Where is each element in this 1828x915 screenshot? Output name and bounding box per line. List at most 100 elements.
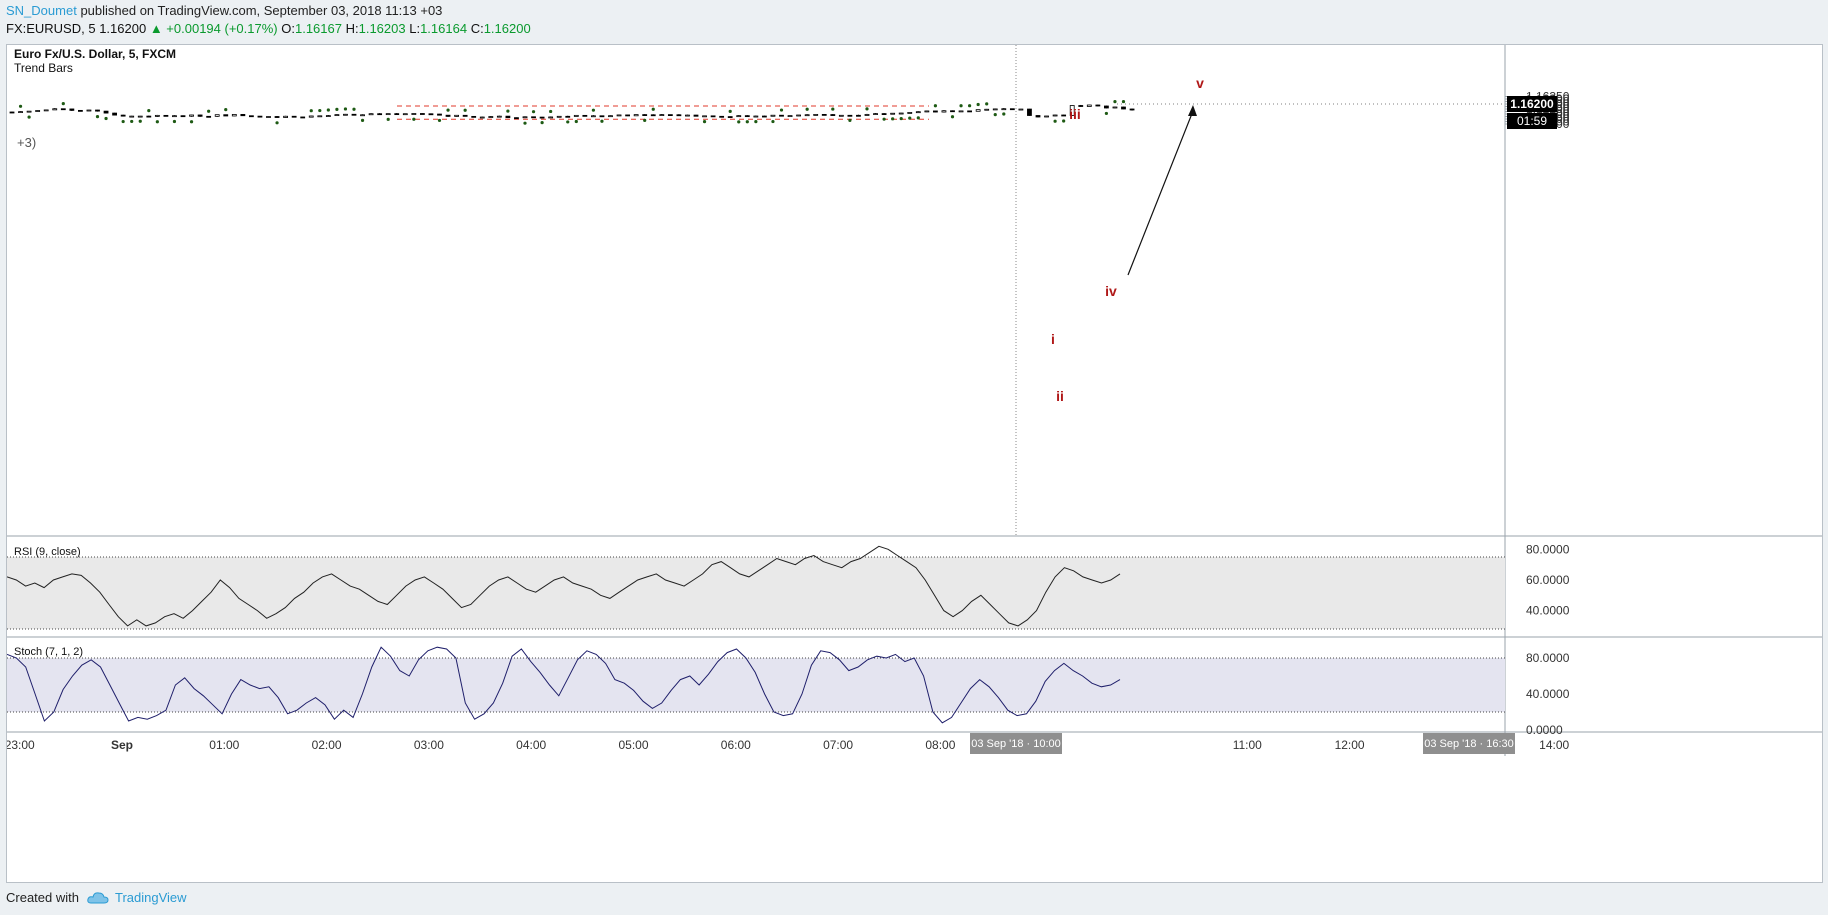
candle-body: [78, 109, 83, 112]
candle-body: [565, 115, 571, 118]
trend-dot: [121, 119, 125, 124]
candle-body: [676, 114, 682, 117]
candle-body: [915, 111, 921, 114]
candle-body: [496, 115, 502, 118]
trend-dot: [360, 118, 365, 122]
candle-body: [830, 114, 836, 116]
trend-dot: [959, 104, 963, 108]
low-value: 1.16164: [420, 21, 468, 36]
trend-dot: [138, 119, 142, 123]
candle-body: [727, 116, 733, 118]
candle-body: [505, 115, 511, 119]
candle-body: [898, 112, 904, 115]
last-price-label: 1.16200: [1510, 97, 1554, 111]
candle-body: [1052, 114, 1058, 117]
trend-dot: [207, 109, 211, 113]
candle-body: [514, 117, 519, 120]
candle-body: [1112, 106, 1118, 109]
trend-dot: [309, 109, 313, 113]
wave-label-i: i: [1051, 331, 1055, 347]
candle-body: [1044, 115, 1049, 118]
trend-dot: [591, 108, 596, 112]
trend-dot: [643, 118, 647, 122]
trend-dot: [993, 113, 997, 117]
trend-dot: [566, 120, 570, 124]
candle-body: [402, 113, 408, 116]
low-label: L:: [409, 21, 421, 36]
trend-dot: [318, 108, 322, 113]
chart-canvas[interactable]: 1.163501.163001.162501.162001.161501.161…: [7, 45, 1822, 882]
trend-dot: [574, 119, 578, 124]
trend-dot: [950, 115, 955, 119]
candle-body: [428, 113, 434, 116]
candle-body: [864, 114, 870, 116]
candle-body: [659, 114, 665, 116]
candle-body: [214, 114, 220, 117]
candle-body: [283, 115, 289, 118]
time-tick-label: 14:00: [1539, 738, 1569, 752]
candle-body: [847, 114, 853, 117]
candle-body: [1095, 104, 1101, 107]
rsi-title: RSI (9, close): [14, 546, 81, 558]
high-value: 1.16203: [358, 21, 406, 36]
quote-line: FX:EURUSD, 5 1.16200 ▲ +0.00194 (+0.17%)…: [6, 21, 531, 36]
tradingview-cloud-icon: [87, 891, 109, 903]
candle-body: [35, 110, 41, 112]
candle-body: [43, 109, 49, 112]
footer: Created with TradingView: [6, 890, 187, 905]
trend-dot: [549, 109, 553, 114]
stoch-band: [7, 658, 1505, 712]
wave-label-v: v: [1196, 75, 1204, 91]
close-label: C:: [470, 21, 484, 36]
candle-body: [608, 115, 613, 118]
crosshair-time-box: [970, 733, 1062, 754]
trend-dot: [779, 108, 784, 112]
trend-dot: [275, 121, 279, 125]
candle-body: [137, 115, 143, 118]
chart-container[interactable]: 1.163501.163001.162501.162001.161501.161…: [6, 44, 1823, 883]
candle-body: [206, 115, 212, 118]
candle-body: [437, 113, 442, 116]
trend-dot: [891, 117, 895, 121]
symbol: FX:EURUSD, 5: [6, 21, 96, 36]
candle-body: [197, 114, 203, 117]
trend-dot: [771, 119, 775, 124]
candle-body: [539, 116, 545, 119]
candle-body: [266, 116, 271, 118]
candle-body: [223, 114, 229, 117]
trend-dot: [1002, 112, 1006, 116]
author-link[interactable]: SN_Doumet: [6, 3, 77, 18]
trend-dot: [728, 109, 732, 113]
trend-dot: [1121, 99, 1126, 104]
candle-body: [343, 113, 348, 116]
tradingview-link[interactable]: TradingView: [114, 890, 187, 905]
candle-body: [419, 113, 425, 115]
time-tick-label: 23:00: [7, 738, 35, 752]
candle-body: [1027, 108, 1032, 116]
candle-body: [95, 109, 100, 112]
trend-dot: [147, 109, 151, 113]
rsi-tick-label: 40.0000: [1526, 604, 1570, 618]
candle-body: [154, 114, 160, 117]
candle-body: [257, 115, 263, 118]
candle-body: [924, 110, 930, 113]
candle-body: [479, 116, 485, 119]
candle-body: [462, 114, 468, 117]
candle-body: [9, 111, 15, 114]
stoch-tick-label: 40.0000: [1526, 687, 1570, 701]
time-tick-label: 03:00: [414, 738, 444, 752]
candle-body: [556, 115, 562, 118]
candle-body: [1078, 105, 1084, 107]
time-tick-label: Sep: [111, 738, 133, 752]
candle-body: [360, 114, 365, 117]
trend-dot: [540, 121, 544, 125]
trend-dot: [916, 116, 920, 120]
trend-dot: [702, 119, 707, 124]
stoch-title: Stoch (7, 1, 2): [14, 646, 83, 658]
candle-body: [573, 114, 579, 117]
trend-dot: [831, 107, 835, 111]
candle-body: [736, 115, 742, 118]
candle-body: [1129, 108, 1135, 111]
candle-body: [522, 116, 528, 119]
trend-dot: [412, 117, 416, 121]
